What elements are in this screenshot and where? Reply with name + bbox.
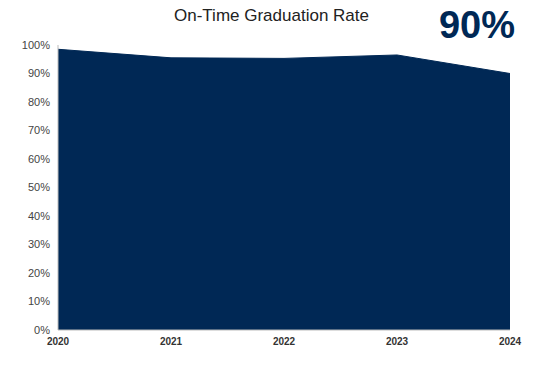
svg-text:60%: 60% (28, 153, 50, 165)
svg-text:2024: 2024 (499, 336, 522, 347)
svg-text:30%: 30% (28, 238, 50, 250)
svg-text:80%: 80% (28, 96, 50, 108)
svg-text:70%: 70% (28, 124, 50, 136)
html-text:90%: 90% (438, 4, 515, 46)
svg-text:90%: 90% (28, 67, 50, 79)
svg-text:2022: 2022 (273, 336, 296, 347)
svg-text:20%: 20% (28, 267, 50, 279)
svg-text:50%: 50% (28, 181, 50, 193)
svg-text:2021: 2021 (160, 336, 183, 347)
svg-text:40%: 40% (28, 210, 50, 222)
svg-text:100%: 100% (22, 39, 50, 51)
svg-text:10%: 10% (28, 295, 50, 307)
html-text:On-Time Graduation Rate: On-Time Graduation Rate (174, 6, 369, 25)
svg-text:2020: 2020 (47, 336, 70, 347)
svg-text:2023: 2023 (386, 336, 409, 347)
svg-text:0%: 0% (34, 324, 50, 336)
